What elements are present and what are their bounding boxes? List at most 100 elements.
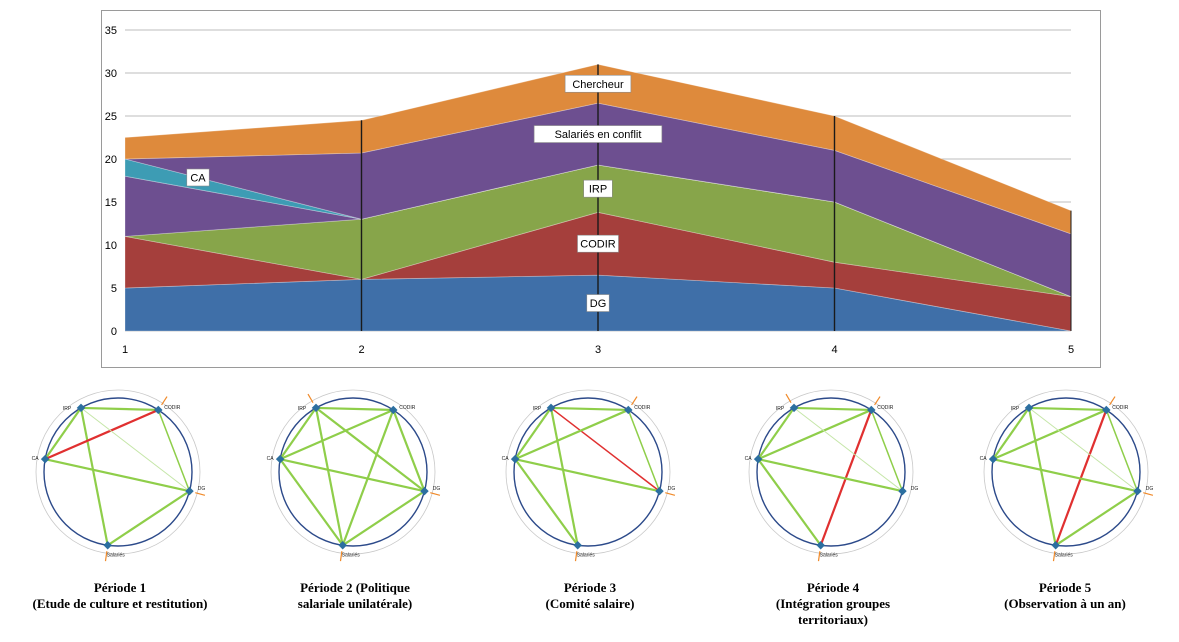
edge-irp-ca [992,407,1030,460]
period-4-caption-line2: (Intégration groupes [775,596,891,611]
edge-dg-salaries [1055,490,1139,547]
edge-ca-salaries [757,458,822,546]
series-label: DG [590,298,607,310]
node-label-ca: CA [502,456,510,462]
edge-irp-ca [279,407,317,460]
period-3-caption-line2: (Comité salaire) [545,596,635,611]
node-label-dg: DG [1146,486,1154,492]
tension-mark-dg [1143,492,1154,496]
x-tick-label: 3 [595,344,601,356]
period-2-caption-line2: salariale unilatérale) [297,596,413,611]
tension-mark-codir [874,396,881,406]
period-4-caption-line1: Période 4 [806,580,860,595]
node-salaries [573,541,582,550]
edge-irp-codir [315,406,394,412]
network-diagram-period-4: IRP CODIR DG CA Salariés [745,389,919,562]
edge-irp-codir [793,406,872,412]
node-dg [420,486,429,496]
inner-ring [513,397,663,547]
outer-ring [983,389,1149,555]
node-label-salaries: Salariés [342,552,361,558]
stacked-area-chart: 0 5 10 15 20 25 30 35 1 2 3 4 5 DG CODIR IRP CA Salariés … [105,25,1074,356]
node-label-codir: CODIR [877,405,894,411]
edge-irp-salaries [314,407,344,546]
node-label-dg: DG [433,486,441,492]
outer-ring [505,389,671,555]
edge-codir-ca [279,408,394,461]
node-salaries [103,541,112,550]
period-1-caption-line2: (Etude de culture et restitution) [32,596,208,611]
edge-irp-codir [80,406,159,412]
y-tick-label: 5 [111,283,117,295]
x-tick-label: 2 [358,344,364,356]
edge-irp-codir [1028,406,1107,412]
node-codir [867,405,876,415]
edge-irp-dg [1028,407,1138,492]
node-label-salaries: Salariés [107,552,126,558]
tension-mark-salaries [574,551,578,562]
node-label-codir: CODIR [164,405,181,411]
network-diagram-period-5: IRP CODIR DG CA Salariés [980,389,1154,562]
inner-ring [43,397,193,547]
outer-ring [35,389,201,555]
period-1-caption: Période 1 (Etude de culture et restituti… [10,580,230,612]
node-codir [389,405,398,415]
y-tick-label: 35 [105,25,117,37]
inner-ring [756,397,906,547]
x-tick-label: 4 [831,344,837,356]
series-label: CODIR [580,239,616,251]
edge-irp-ca [757,407,795,460]
edge-codir-ca [757,408,872,461]
edge-irp-dg [80,407,190,492]
y-tick-label: 15 [105,197,117,209]
period-3-caption-line1: Période 3 [563,580,617,595]
edge-dg-ca [992,458,1138,493]
tension-mark-dg [195,492,206,496]
tension-mark-irp [785,393,792,404]
period-2-caption-line1: Période 2 (Politique [300,580,410,595]
node-label-ca: CA [267,456,275,462]
edge-codir-ca [44,408,159,461]
edge-codir-ca [992,408,1107,461]
node-label-dg: DG [911,486,919,492]
series-label-box [533,125,663,143]
edge-codir-dg [627,409,661,492]
period-3-caption: Période 3 (Comité salaire) [480,580,700,612]
edge-ca-salaries [279,458,344,546]
period-4-caption: Période 4 (Intégration groupes territori… [723,580,943,628]
tension-mark-salaries [817,551,821,562]
tension-mark-dg [430,492,441,496]
node-irp [311,403,321,413]
node-label-salaries: Salariés [577,552,596,558]
tension-mark-irp [307,393,314,404]
tension-mark-salaries [104,551,108,562]
edge-codir-dg [392,409,426,492]
node-salaries [816,541,825,550]
series-label: CA [190,173,206,185]
edge-ca-salaries [514,458,579,546]
edge-dg-ca [514,458,660,493]
edge-irp-salaries [549,407,579,546]
series-label-box [586,294,610,312]
tension-mark-codir [631,396,638,406]
outer-ring [748,389,914,555]
edge-irp-codir [550,406,629,412]
node-label-irp: IRP [776,406,785,412]
node-label-codir: CODIR [399,405,416,411]
inner-ring [278,397,428,547]
tension-mark-salaries [1052,551,1056,562]
node-label-irp: IRP [63,406,72,412]
tension-mark-codir [1109,396,1116,406]
y-tick-label: 30 [105,68,117,80]
network-diagram-period-2: IRP CODIR DG CA Salariés [267,389,441,562]
node-label-irp: IRP [533,406,542,412]
period-1-caption-line1: Période 1 [93,580,147,595]
node-codir [154,405,163,415]
edge-irp-ca [44,407,82,460]
node-dg [898,486,907,496]
series-label: IRP [589,184,607,196]
period-4-caption-line3: territoriaux) [797,612,869,627]
period-5-caption: Période 5 (Observation à un an) [955,580,1175,612]
edge-dg-ca [279,458,425,493]
series-label: Chercheur [572,79,624,91]
